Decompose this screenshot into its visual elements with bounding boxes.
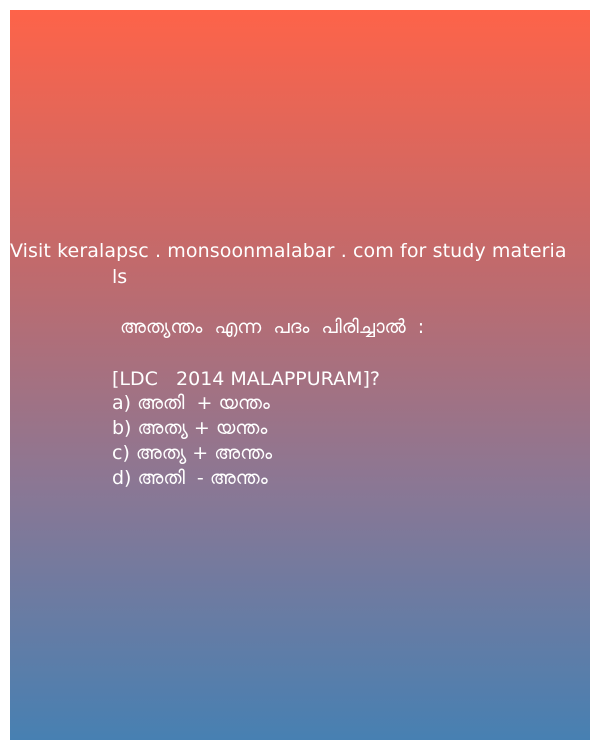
option-d: d) അതി - അന്തം: [112, 467, 268, 489]
option-a: a) അതി + യന്തം: [112, 392, 270, 414]
question-text: അത്യന്തം എന്ന പദം പിരിച്ചാൽ :: [120, 316, 425, 338]
option-b: b) അത്യ + യന്തം: [112, 417, 268, 439]
question-card: Visit keralapsc . monsoonmalabar . com f…: [10, 10, 590, 740]
promo-text-line-1: Visit keralapsc . monsoonmalabar . com f…: [10, 240, 567, 262]
answer-options: a) അതി + യന്തം b) അത്യ + യന്തം c) അത്യ +…: [112, 391, 272, 491]
exam-reference: [LDC 2014 MALAPPURAM]?: [112, 368, 380, 390]
option-c: c) അത്യ + അന്തം: [112, 442, 273, 464]
promo-text-line-2: ls: [112, 266, 128, 288]
